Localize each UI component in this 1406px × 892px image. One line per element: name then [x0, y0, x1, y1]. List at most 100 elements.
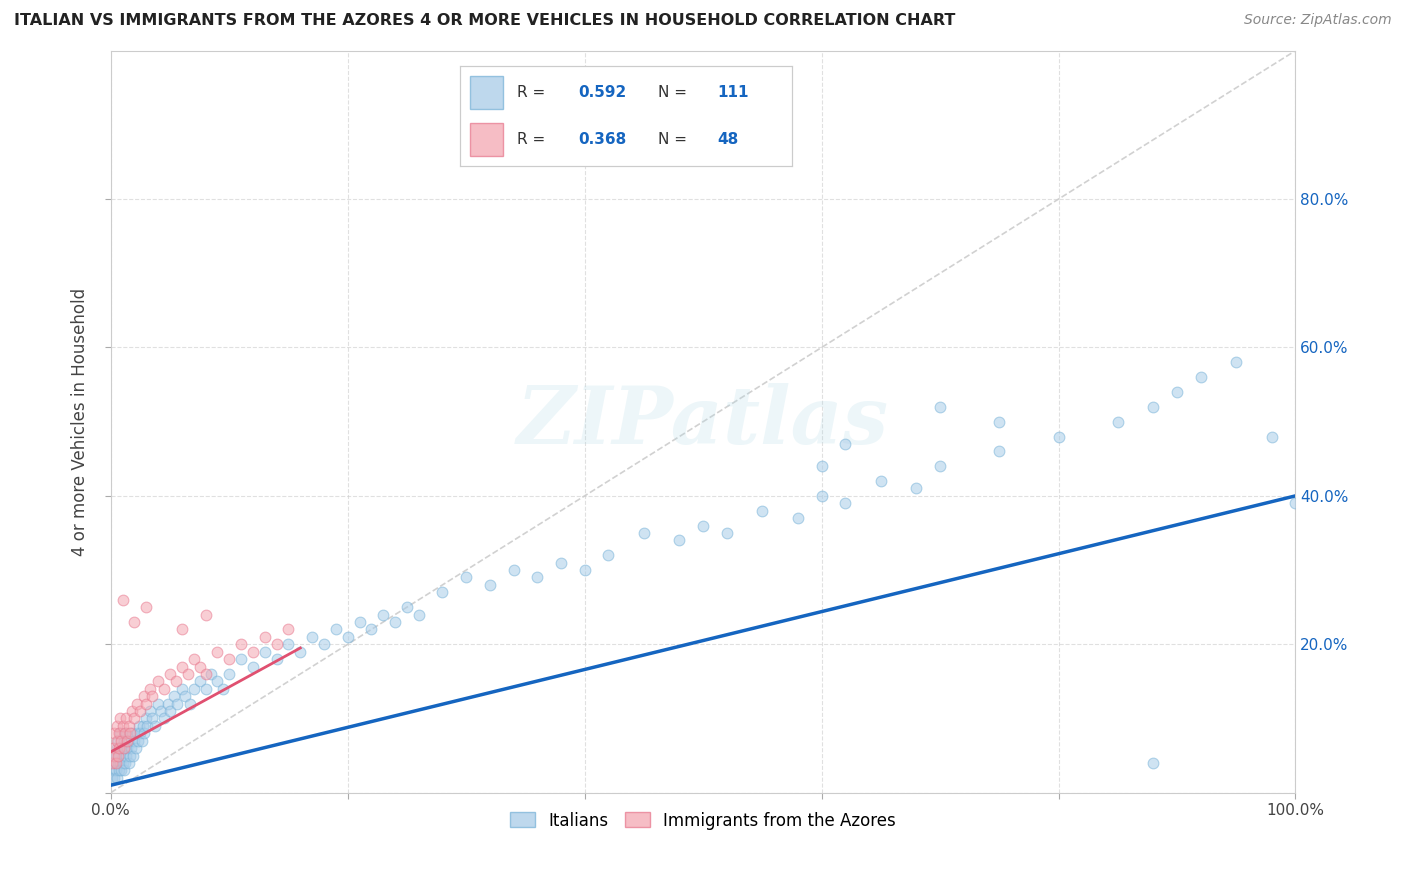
Point — [120, 741, 142, 756]
Point — [103, 726, 125, 740]
Point — [129, 704, 152, 718]
Point — [153, 711, 176, 725]
Point — [129, 726, 152, 740]
Point — [117, 733, 139, 747]
Point — [1284, 496, 1306, 510]
Point — [108, 764, 131, 778]
Point — [108, 741, 131, 756]
Point — [229, 652, 252, 666]
Point — [153, 681, 176, 696]
Point — [101, 771, 124, 785]
Point — [110, 733, 132, 747]
Point — [242, 645, 264, 659]
Point — [108, 726, 131, 740]
Point — [115, 726, 138, 740]
Text: Source: ZipAtlas.com: Source: ZipAtlas.com — [1244, 13, 1392, 28]
Point — [132, 719, 155, 733]
Point — [1166, 384, 1188, 399]
Point — [266, 637, 288, 651]
Point — [277, 637, 299, 651]
Point — [114, 756, 136, 770]
Point — [1225, 355, 1247, 369]
Point — [118, 748, 141, 763]
Point — [132, 689, 155, 703]
Point — [183, 681, 205, 696]
Point — [668, 533, 690, 548]
Point — [107, 748, 129, 763]
Point — [194, 607, 217, 622]
Point — [786, 511, 808, 525]
Point — [103, 756, 125, 770]
Point — [1189, 370, 1212, 384]
Point — [105, 771, 128, 785]
Point — [183, 652, 205, 666]
Point — [124, 615, 146, 629]
Point — [104, 764, 127, 778]
Point — [165, 674, 187, 689]
Point — [229, 637, 252, 651]
Point — [988, 415, 1011, 429]
Point — [125, 726, 148, 740]
Point — [124, 741, 146, 756]
Point — [200, 667, 222, 681]
Point — [170, 623, 193, 637]
Point — [633, 525, 655, 540]
Text: ZIPatlas: ZIPatlas — [517, 383, 889, 460]
Point — [395, 600, 418, 615]
Point — [170, 659, 193, 673]
Point — [502, 563, 524, 577]
Point — [135, 600, 157, 615]
Point — [105, 719, 128, 733]
Point — [905, 482, 928, 496]
Point — [716, 525, 738, 540]
Point — [146, 697, 169, 711]
Point — [312, 637, 335, 651]
Point — [103, 748, 125, 763]
Point — [112, 741, 135, 756]
Point — [194, 681, 217, 696]
Point — [834, 496, 856, 510]
Point — [139, 704, 162, 718]
Point — [218, 652, 240, 666]
Point — [139, 681, 162, 696]
Point — [170, 681, 193, 696]
Point — [156, 697, 179, 711]
Point — [1047, 429, 1070, 443]
Point — [408, 607, 430, 622]
Point — [810, 489, 832, 503]
Point — [1142, 756, 1164, 770]
Point — [117, 719, 139, 733]
Point — [110, 726, 132, 740]
Point — [104, 756, 127, 770]
Point — [349, 615, 371, 629]
Legend: Italians, Immigrants from the Azores: Italians, Immigrants from the Azores — [503, 805, 903, 837]
Point — [132, 726, 155, 740]
Point — [266, 652, 288, 666]
Point — [141, 689, 163, 703]
Point — [218, 667, 240, 681]
Point — [929, 400, 952, 414]
Point — [188, 674, 211, 689]
Point — [242, 659, 264, 673]
Point — [117, 756, 139, 770]
Point — [122, 748, 145, 763]
Point — [136, 719, 159, 733]
Point — [159, 667, 181, 681]
Point — [110, 764, 132, 778]
Point — [124, 733, 146, 747]
Point — [162, 689, 184, 703]
Point — [103, 771, 125, 785]
Point — [159, 704, 181, 718]
Point — [177, 667, 200, 681]
Point — [118, 726, 141, 740]
Point — [143, 719, 166, 733]
Point — [574, 563, 596, 577]
Point — [1107, 415, 1129, 429]
Point — [101, 764, 124, 778]
Point — [135, 711, 157, 725]
Point — [135, 697, 157, 711]
Point — [834, 437, 856, 451]
Point — [1142, 400, 1164, 414]
Point — [384, 615, 406, 629]
Point — [111, 719, 134, 733]
